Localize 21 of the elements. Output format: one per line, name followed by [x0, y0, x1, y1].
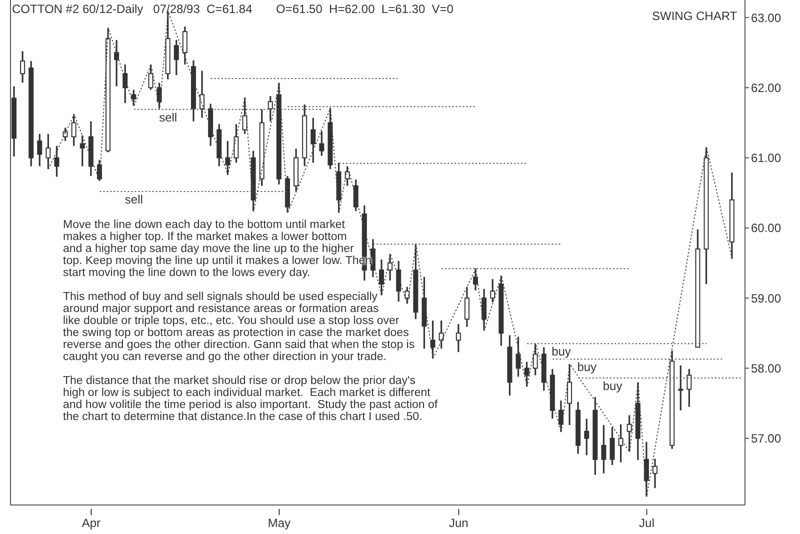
series-label: buy: [552, 344, 571, 359]
series-label: buy: [602, 379, 622, 394]
x-tick-label: May: [268, 516, 291, 530]
annotation: The distance that the market should rise or drop below the prior day's high or low is subject to each individual market. Each market is different and how volitile the time period is also important. Study the past action of the chart to determine that distance.In the case of this chart I used .50.: [63, 375, 438, 423]
annotation: This method of buy and sell signals should be used especially around major support and resistance areas or formation areas like double or triple tops, etc., etc. You should use a stop loss over the swing top or bottom areas as protection in case the market does reverse and goes the other direction. Gann said that when the stop is caught you can reverse and go the other direction in your trade.: [63, 291, 416, 363]
series-label: sell: [124, 192, 143, 206]
x-tick-label: Jun: [449, 516, 468, 530]
y-tick-label: 61.00: [751, 151, 782, 166]
y-tick-label: 62.00: [751, 80, 782, 95]
x-tick-label: Apr: [82, 516, 101, 530]
y-tick-label: 59.00: [751, 291, 782, 306]
x-tick-label: Jul: [639, 516, 654, 530]
y-tick-label: 58.00: [751, 361, 782, 376]
series-label: sell: [159, 110, 178, 124]
series-label: buy: [577, 360, 597, 374]
y-tick-label: 57.00: [751, 432, 782, 446]
chart-subtitle: O=61.50 H=62.00 L=61.30 V=0: [276, 2, 454, 16]
y-tick-label: 60.00: [751, 221, 782, 236]
y-tick-label: 63.00: [751, 10, 782, 25]
annotation: SWING CHART: [652, 9, 738, 23]
chart-title: COTTON #2 60/12-Daily 07/28/93 C=61.84: [12, 2, 252, 16]
